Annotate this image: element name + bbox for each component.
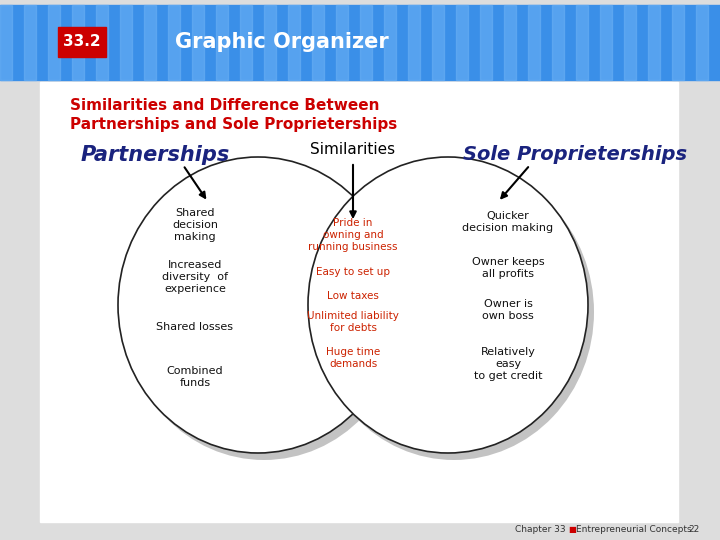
Bar [144,5,156,80]
Bar [432,5,444,80]
Text: 22: 22 [689,525,700,534]
Bar [384,5,396,80]
Text: Easy to set up: Easy to set up [316,267,390,277]
Ellipse shape [314,164,594,460]
Bar [216,5,228,80]
Bar [360,5,372,80]
Text: Low taxes: Low taxes [327,291,379,301]
Bar [552,5,564,80]
Bar [192,5,204,80]
Text: Entrepreneurial Concepts: Entrepreneurial Concepts [576,525,692,534]
Bar [480,5,492,80]
Bar [528,5,540,80]
Bar [288,5,300,80]
Bar [456,5,468,80]
Bar [120,5,132,80]
Bar [240,5,252,80]
Text: Increased
diversity  of
experience: Increased diversity of experience [162,260,228,294]
Text: Pride in
owning and
running business: Pride in owning and running business [308,218,397,252]
Bar [264,5,276,80]
Text: Combined
funds: Combined funds [167,366,223,388]
Bar [696,5,708,80]
Bar [504,5,516,80]
Ellipse shape [124,164,404,460]
Text: Partnerships and Sole Proprieterships: Partnerships and Sole Proprieterships [70,117,397,132]
Bar [600,5,612,80]
Bar [624,5,636,80]
Bar [0,5,720,80]
Text: 33.2: 33.2 [63,35,101,50]
Bar [648,5,660,80]
Bar [336,5,348,80]
Bar [672,5,684,80]
Bar [96,5,108,80]
Text: Graphic Organizer: Graphic Organizer [175,32,389,52]
Bar [576,5,588,80]
Bar [168,5,180,80]
Text: Huge time
demands: Huge time demands [326,347,380,369]
Bar [408,5,420,80]
Bar [312,5,324,80]
Text: Shared losses: Shared losses [156,322,233,332]
Bar [58,27,106,57]
Text: Relatively
easy
to get credit: Relatively easy to get credit [474,347,542,381]
Text: ■: ■ [568,525,576,534]
Bar [24,5,36,80]
Text: Unlimited liability
for debts: Unlimited liability for debts [307,311,399,333]
Text: Partnerships: Partnerships [81,145,230,165]
Text: Similarities: Similarities [310,143,395,158]
Text: Shared
decision
making: Shared decision making [172,208,218,241]
Text: Quicker
decision making: Quicker decision making [462,211,554,233]
Ellipse shape [308,157,588,453]
Bar [40,82,678,522]
Text: Sole Proprieterships: Sole Proprieterships [463,145,687,165]
Text: Similarities and Difference Between: Similarities and Difference Between [70,98,379,112]
Bar [0,5,12,80]
Bar [72,5,84,80]
Text: Owner keeps
all profits: Owner keeps all profits [472,257,544,279]
Ellipse shape [118,157,398,453]
Text: Chapter 33: Chapter 33 [516,525,566,534]
Text: Owner is
own boss: Owner is own boss [482,299,534,321]
Bar [48,5,60,80]
